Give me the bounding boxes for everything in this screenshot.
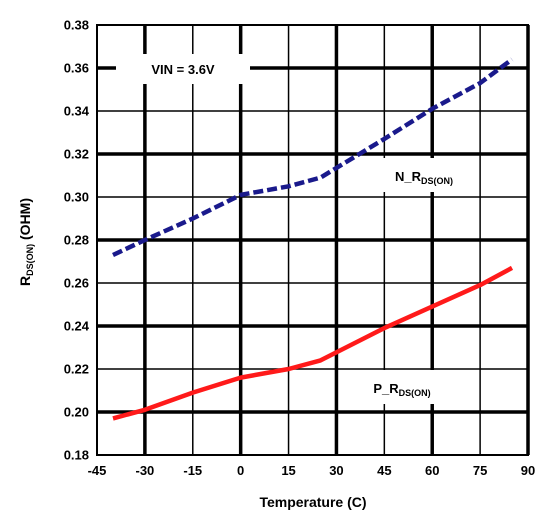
y-tick-label: 0.32 (64, 147, 89, 162)
y-tick-labels: 0.18 0.20 0.22 0.24 0.26 0.28 0.30 0.32 0.34 0.36… (64, 18, 90, 463)
y-tick-label: 0.26 (64, 276, 89, 291)
x-tick-label: -45 (88, 463, 107, 478)
vin-annotation: VIN = 3.6V (151, 62, 215, 77)
x-tick-label: -15 (183, 463, 202, 478)
y-tick-label: 0.18 (64, 448, 89, 463)
n-series-label-box (372, 158, 476, 192)
x-tick-label: 30 (329, 463, 343, 478)
y-tick-label: 0.24 (64, 319, 90, 334)
p-series-label-box (340, 370, 464, 404)
x-tick-label: 45 (377, 463, 391, 478)
x-axis-label: Temperature (C) (259, 494, 366, 510)
y-tick-label: 0.20 (64, 405, 89, 420)
y-tick-label: 0.36 (64, 61, 89, 76)
n-series-label: N_RDS(ON) (395, 169, 453, 186)
n-rdson-series-line (112, 57, 514, 258)
y-axis-label: RDS(ON) (OHM) (17, 198, 35, 286)
x-tick-label: -30 (135, 463, 154, 478)
y-tick-label: 0.38 (64, 18, 89, 33)
p-series-label: P_RDS(ON) (373, 381, 430, 398)
x-tick-label: 90 (521, 463, 535, 478)
plot-frame (96, 24, 529, 456)
x-tick-label: 60 (425, 463, 439, 478)
x-tick-label: 15 (281, 463, 295, 478)
x-tick-labels: -45 -30 -15 0 15 30 45 60 75 90 (88, 463, 536, 478)
y-tick-label: 0.22 (64, 362, 89, 377)
y-tick-label: 0.28 (64, 233, 89, 248)
x-tick-label: 0 (237, 463, 244, 478)
y-tick-label: 0.30 (64, 190, 89, 205)
x-tick-label: 75 (473, 463, 487, 478)
y-tick-label: 0.34 (64, 104, 90, 119)
vin-annotation-box (116, 54, 250, 84)
series-layer (112, 57, 514, 421)
p-rdson-series-line (112, 265, 514, 421)
